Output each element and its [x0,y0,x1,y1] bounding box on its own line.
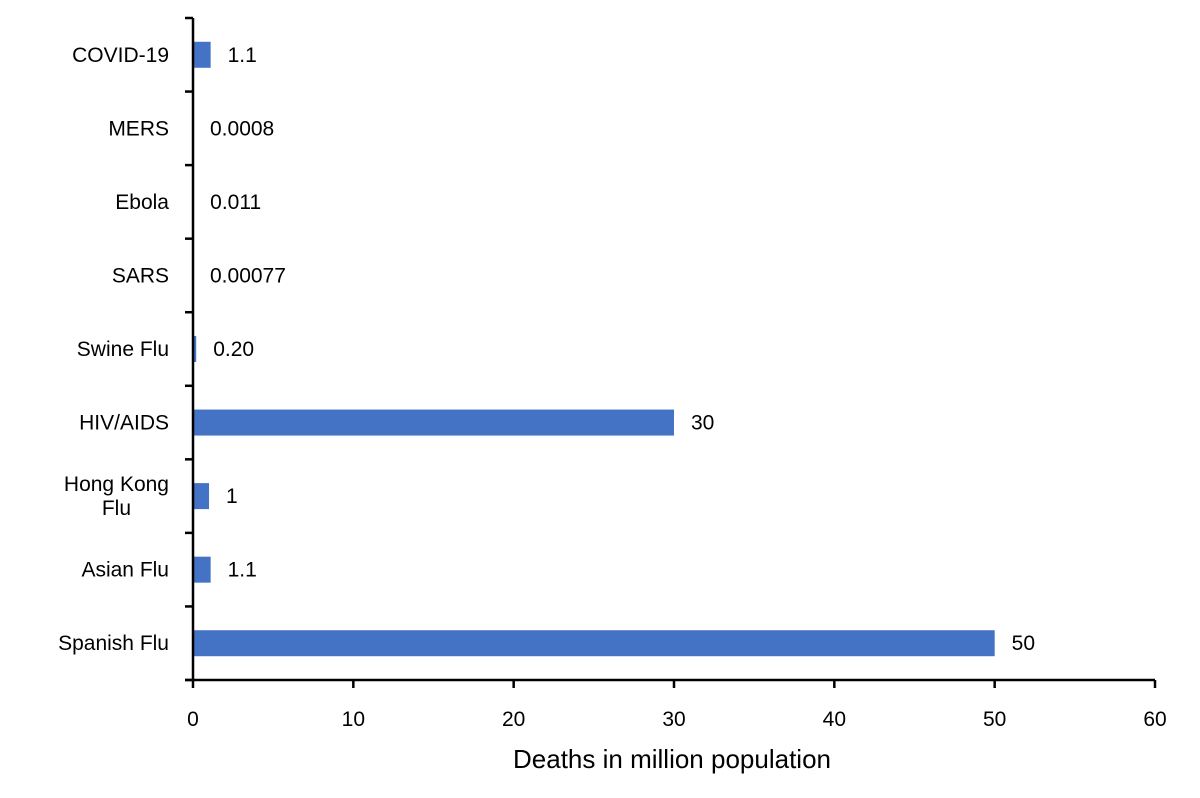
category-label: Ebola [115,191,169,214]
value-label: 1.1 [228,44,257,67]
x-tick-label: 50 [983,708,1006,731]
value-label: 30 [691,412,714,435]
category-label: MERS [108,117,169,140]
value-label: 50 [1012,632,1035,655]
x-tick-label: 40 [823,708,846,731]
value-label: 0.011 [210,191,261,214]
bar-swine-flu [193,336,197,362]
category-label: Spanish Flu [58,632,169,655]
bar-covid-19 [193,41,211,68]
x-tick-label: 60 [1143,708,1166,731]
value-label: 1 [226,485,238,508]
category-label: Hong Kong Flu [64,473,169,520]
value-label: 1.1 [228,559,257,582]
axes-layer [185,18,1155,682]
x-tick-label: 30 [662,708,685,731]
category-label: HIV/AIDS [79,412,169,435]
bar-hong-kong-flu [193,483,210,510]
x-tick-label: 0 [187,708,199,731]
bars-layer [193,41,995,657]
labels-layer: 0 10 20 30 40 50 60 COVID-19 1.1 MERS 0.0008 Ebola 0… [58,44,1167,731]
category-label: SARS [112,264,169,287]
value-label: 0.20 [213,338,254,361]
value-label: 0.00077 [210,264,286,287]
ticks-layer [185,16,1157,688]
bar-asian-flu [193,556,211,583]
x-tick-label: 20 [502,708,525,731]
value-label: 0.0008 [210,117,274,140]
bar-spanish-flu [193,630,995,657]
x-tick-label: 10 [342,708,365,731]
x-axis-title: Deaths in million population [513,744,831,774]
category-label: COVID-19 [72,44,169,67]
category-label: Asian Flu [81,559,169,582]
bar-hiv-aids [193,409,674,436]
category-label: Swine Flu [77,338,169,361]
